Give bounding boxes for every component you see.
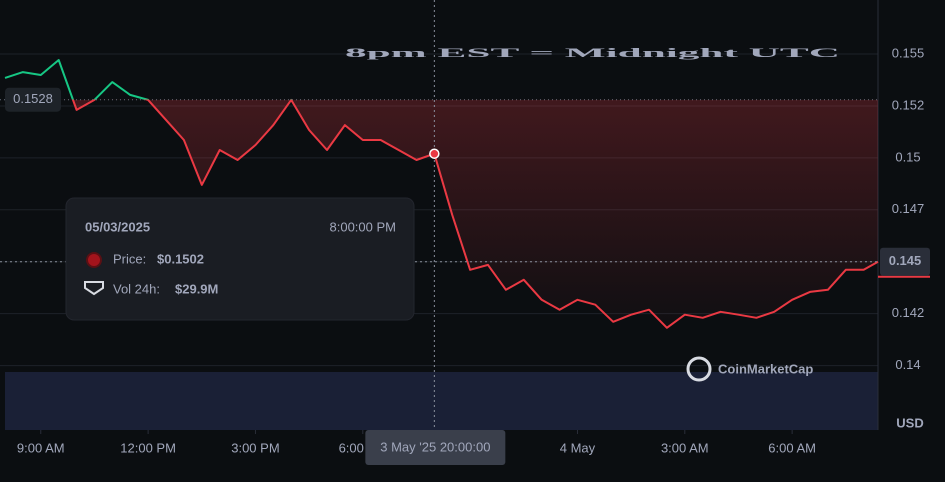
tooltip: 05/03/2025 8:00:00 PM Price: $0.1502 Vol 24h…: [65, 197, 415, 321]
tooltip-date: 05/03/2025: [85, 219, 150, 234]
last-price-label: 0.145: [889, 253, 922, 268]
tooltip-box: [65, 197, 415, 321]
hover-point: [429, 148, 440, 159]
tooltip-price: $0.1502: [157, 251, 204, 266]
tooltip-vol: $29.9M: [175, 281, 218, 296]
tooltip-time: 8:00:00 PM: [330, 219, 397, 234]
x-tick-label: 4 May: [560, 440, 596, 455]
y-tick-label: 0.14: [895, 357, 920, 372]
tooltip-vol-label: Vol 24h:: [113, 281, 160, 296]
crosshair-x-label: 3 May '25 20:00:00: [380, 439, 490, 454]
x-tick-label: 9:00 AM: [17, 440, 65, 455]
watermark: CoinMarketCap: [718, 361, 813, 376]
baseline-label: 0.1528: [13, 91, 53, 106]
y-tick-label: 0.15: [895, 149, 920, 164]
crosshair-x-tag: [365, 430, 506, 465]
x-tick-label: 6:00 AM: [768, 440, 816, 455]
price-dot: [86, 252, 102, 268]
volume-area: [5, 372, 878, 430]
watermark-logo: [686, 356, 712, 382]
y-unit: USD: [896, 415, 923, 430]
tooltip-price-label: Price:: [113, 251, 146, 266]
title: 8pm EST = Midnight UTC: [345, 45, 840, 60]
y-tick-label: 0.152: [892, 97, 925, 112]
baseline-tag: [5, 87, 61, 112]
vol-icon: [84, 281, 104, 296]
y-tick-label: 0.155: [892, 45, 925, 60]
price-line: [4, 59, 879, 329]
y-tick-label: 0.147: [892, 201, 925, 216]
x-tick-label: 12:00 PM: [120, 440, 176, 455]
last-price-tag: [880, 247, 930, 276]
x-tick-label: 3:00 AM: [661, 440, 709, 455]
y-tick-label: 0.142: [892, 305, 925, 320]
x-tick-label: 3:00 PM: [231, 440, 279, 455]
area-fill: [72, 99, 878, 328]
